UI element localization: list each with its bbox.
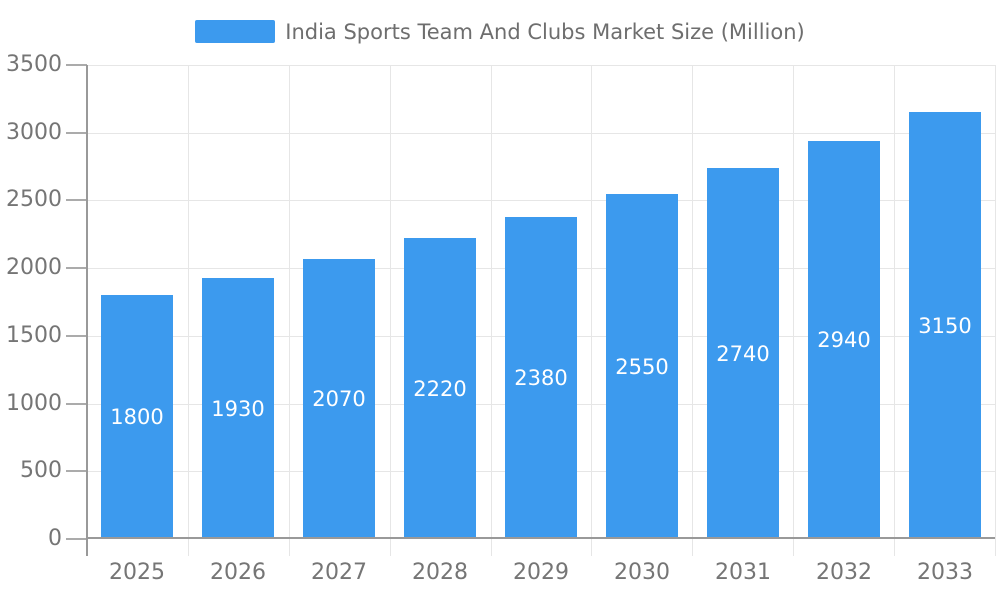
legend-item[interactable]: India Sports Team And Clubs Market Size … bbox=[0, 19, 1000, 44]
x-axis-line bbox=[87, 537, 995, 539]
y-axis-tick bbox=[66, 335, 87, 337]
legend-swatch bbox=[195, 20, 276, 43]
v-gridline bbox=[894, 65, 895, 556]
x-axis-label: 2033 bbox=[917, 560, 973, 585]
x-axis-label: 2028 bbox=[412, 560, 468, 585]
y-axis-tick bbox=[66, 470, 87, 472]
bar[interactable]: 2380 bbox=[505, 217, 577, 539]
x-axis-label: 2030 bbox=[614, 560, 670, 585]
y-axis-label: 1500 bbox=[6, 323, 62, 348]
h-gridline bbox=[87, 133, 995, 134]
y-axis-label: 2000 bbox=[6, 255, 62, 280]
x-axis-label: 2027 bbox=[311, 560, 367, 585]
y-axis-label: 2500 bbox=[6, 187, 62, 212]
x-axis-label: 2031 bbox=[715, 560, 771, 585]
bar-value-label: 1930 bbox=[211, 396, 265, 421]
bar-value-label: 2550 bbox=[615, 354, 669, 379]
y-axis-tick bbox=[66, 199, 87, 201]
v-gridline bbox=[289, 65, 290, 556]
x-axis-label: 2032 bbox=[816, 560, 872, 585]
y-axis-tick bbox=[66, 403, 87, 405]
y-axis-label: 0 bbox=[48, 526, 62, 551]
v-gridline bbox=[591, 65, 592, 556]
bar[interactable]: 3150 bbox=[909, 112, 981, 539]
v-gridline bbox=[390, 65, 391, 556]
bar[interactable]: 1930 bbox=[202, 278, 274, 539]
v-gridline bbox=[995, 65, 996, 556]
bar[interactable]: 2070 bbox=[303, 259, 375, 539]
bar-value-label: 2220 bbox=[413, 376, 467, 401]
h-gridline bbox=[87, 200, 995, 201]
bar[interactable]: 2550 bbox=[606, 194, 678, 539]
y-axis-tick bbox=[66, 267, 87, 269]
bar[interactable]: 2940 bbox=[808, 141, 880, 539]
x-axis-label: 2025 bbox=[109, 560, 165, 585]
bar-value-label: 2380 bbox=[514, 366, 568, 390]
bar-value-label: 2740 bbox=[716, 341, 770, 366]
legend-label: India Sports Team And Clubs Market Size … bbox=[285, 19, 805, 44]
x-axis-label: 2029 bbox=[513, 560, 569, 585]
bar[interactable]: 2740 bbox=[707, 168, 779, 539]
bar-value-label: 2070 bbox=[312, 387, 366, 411]
v-gridline bbox=[491, 65, 492, 556]
y-axis-tick bbox=[66, 538, 87, 540]
v-gridline bbox=[793, 65, 794, 556]
x-axis-label: 2026 bbox=[210, 560, 266, 585]
h-gridline bbox=[87, 65, 995, 66]
bar[interactable]: 1800 bbox=[101, 295, 173, 539]
y-axis-line bbox=[86, 65, 88, 556]
bar-value-label: 2940 bbox=[817, 328, 871, 352]
y-axis-label: 3500 bbox=[6, 52, 62, 77]
y-axis-label: 500 bbox=[20, 458, 62, 483]
y-axis-tick bbox=[66, 132, 87, 134]
y-axis-label: 3000 bbox=[6, 120, 62, 145]
bar-value-label: 3150 bbox=[918, 313, 972, 338]
bar-value-label: 1800 bbox=[110, 405, 164, 429]
v-gridline bbox=[188, 65, 189, 556]
bar[interactable]: 2220 bbox=[404, 238, 476, 539]
v-gridline bbox=[692, 65, 693, 556]
y-axis-tick bbox=[66, 64, 87, 66]
y-axis-label: 1000 bbox=[6, 391, 62, 416]
